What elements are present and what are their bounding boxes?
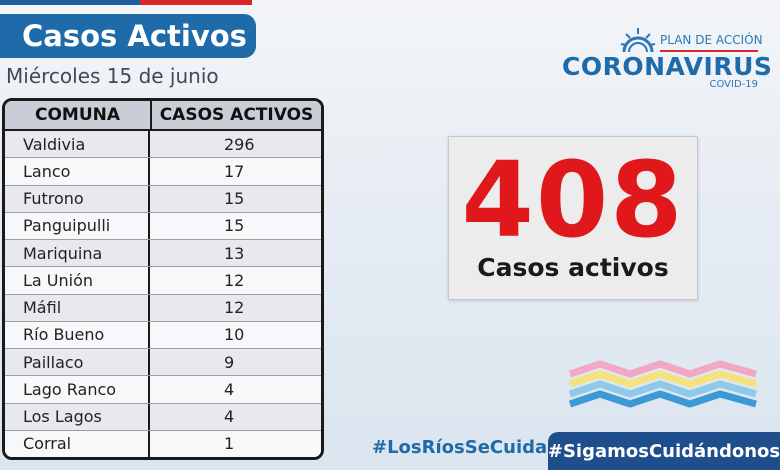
table-body: Valdivia 296 Lanco 17 Futrono 15 Panguip… xyxy=(5,131,321,457)
hashtag-sigamos: #SigamosCuidándonos xyxy=(548,432,780,470)
table-row: La Unión 12 xyxy=(5,267,321,295)
coronavirus-logo: PLAN DE ACCIÓN CORONAVIRUS COVID-19 xyxy=(562,24,772,94)
cell-comuna: Los Lagos xyxy=(5,403,150,430)
cell-comuna: Máfil xyxy=(5,294,150,321)
cell-comuna: Corral xyxy=(5,430,150,457)
table-row: Mariquina 13 xyxy=(5,240,321,268)
flag-strip-blue xyxy=(0,0,140,5)
cell-comuna: La Unión xyxy=(5,267,150,294)
cell-comuna: Mariquina xyxy=(5,240,150,267)
cases-table: COMUNA CASOS ACTIVOS Valdivia 296 Lanco … xyxy=(2,98,324,460)
table-row: Paillaco 9 xyxy=(5,349,321,377)
logo-name: CORONAVIRUS xyxy=(562,52,773,81)
table-row: Panguipulli 15 xyxy=(5,212,321,240)
table-row: Máfil 12 xyxy=(5,294,321,322)
sun-emblem-icon xyxy=(620,28,656,53)
table-header: COMUNA CASOS ACTIVOS xyxy=(5,101,321,131)
cell-casos: 15 xyxy=(224,189,245,209)
table-row: Valdivia 296 xyxy=(5,131,321,159)
table-row: Futrono 15 xyxy=(5,185,321,213)
cell-comuna: Lago Ranco xyxy=(5,376,150,403)
cell-comuna: Panguipulli xyxy=(5,212,150,239)
total-label: Casos activos xyxy=(477,253,669,282)
cell-comuna: Lanco xyxy=(5,158,150,185)
cell-casos: 17 xyxy=(224,161,245,181)
flag-strip-red xyxy=(140,0,252,5)
table-row: Río Bueno 10 xyxy=(5,321,321,349)
logo-underline xyxy=(660,50,758,52)
table-row: Corral 1 xyxy=(5,430,321,457)
cell-casos: 4 xyxy=(224,379,235,399)
date-label: Miércoles 15 de junio xyxy=(6,64,219,88)
cell-casos: 13 xyxy=(224,243,245,263)
cell-casos: 12 xyxy=(224,270,245,290)
table-row: Los Lagos 4 xyxy=(5,403,321,431)
cell-comuna: Valdivia xyxy=(5,131,150,158)
page-title: Casos Activos xyxy=(0,14,256,58)
cell-casos: 4 xyxy=(224,407,235,427)
cell-casos: 15 xyxy=(224,216,245,236)
cell-comuna: Paillaco xyxy=(5,349,150,376)
flag-strip xyxy=(0,0,252,5)
cell-casos: 1 xyxy=(224,434,235,454)
table-row: Lanco 17 xyxy=(5,158,321,186)
logo-sub: COVID-19 xyxy=(709,79,758,90)
table-row: Lago Ranco 4 xyxy=(5,376,321,404)
cell-casos: 12 xyxy=(224,298,245,318)
cell-casos: 9 xyxy=(224,352,235,372)
cell-casos: 10 xyxy=(224,325,245,345)
cell-casos: 296 xyxy=(224,134,255,154)
cell-comuna: Río Bueno xyxy=(5,321,150,348)
total-value: 408 xyxy=(461,139,685,261)
wave-decoration-icon xyxy=(568,360,757,408)
cell-comuna: Futrono xyxy=(5,185,150,212)
header-comuna: COMUNA xyxy=(5,101,152,129)
total-card: 408 Casos activos xyxy=(448,136,698,300)
hashtag-los-rios: #LosRíosSeCuida xyxy=(372,437,548,458)
logo-plan-text: PLAN DE ACCIÓN xyxy=(660,33,763,47)
header-casos: CASOS ACTIVOS xyxy=(159,105,314,125)
